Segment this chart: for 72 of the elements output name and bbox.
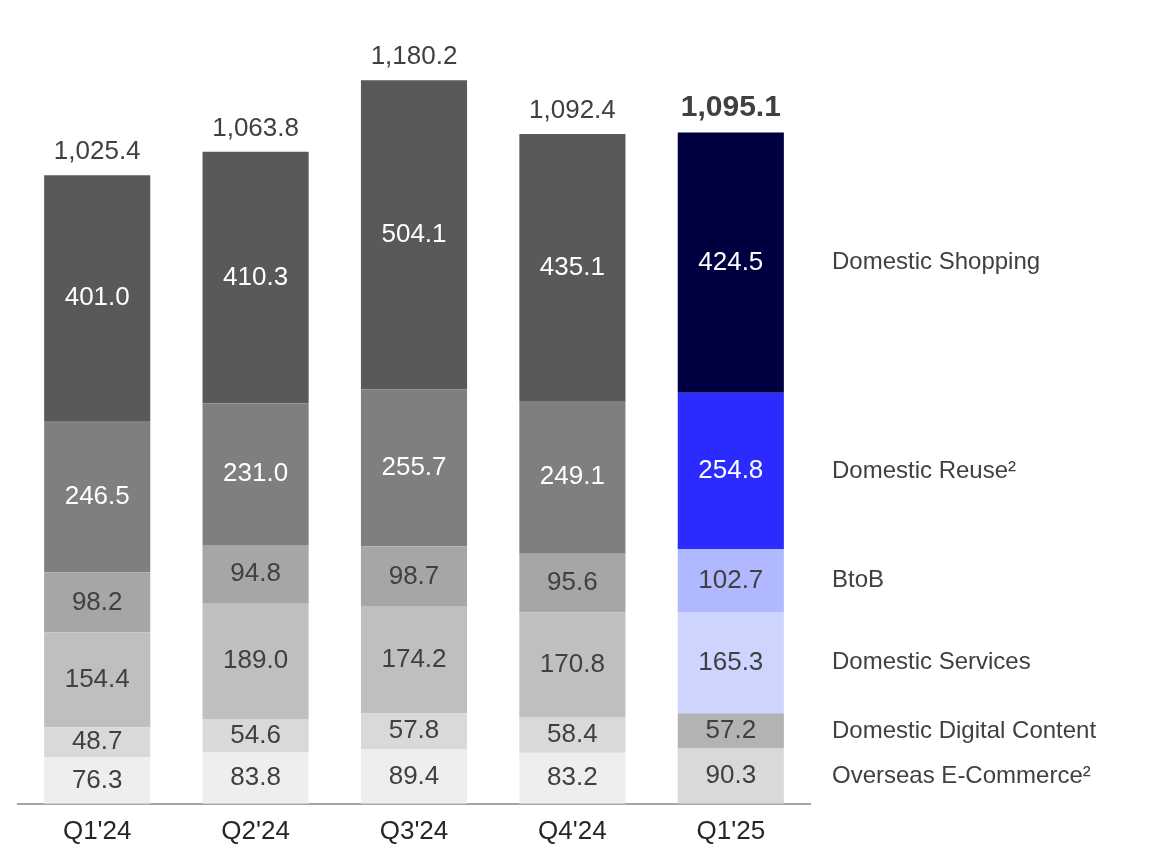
- bar: [44, 175, 151, 422]
- bar: [360, 606, 468, 714]
- data-label: 154.4: [64, 662, 130, 693]
- data-label: 83.8: [230, 761, 281, 792]
- data-label: 504.1: [381, 218, 447, 249]
- bar: [677, 132, 784, 393]
- data-label: 170.8: [539, 647, 605, 678]
- bar: [677, 392, 784, 550]
- data-label: 94.8: [230, 557, 281, 588]
- bar: [677, 612, 784, 714]
- x-tick-label: Q4'24: [538, 814, 607, 845]
- data-label: 401.0: [64, 281, 130, 312]
- total-label: 1,092.4: [529, 94, 616, 125]
- text: Domestic Services: [832, 647, 1031, 675]
- data-label: 246.5: [64, 479, 130, 510]
- text: Domestic Digital Content: [832, 715, 1097, 743]
- data-label: 98.2: [71, 585, 123, 616]
- x-tick-label: Q1'25: [696, 814, 766, 845]
- data-label: 435.1: [539, 250, 605, 281]
- total-label: 1,180.2: [370, 40, 458, 71]
- bar: [202, 544, 309, 604]
- data-label: 57.2: [705, 714, 757, 745]
- bar: [677, 549, 784, 612]
- bar: [519, 752, 626, 804]
- bar: [360, 748, 468, 804]
- data-label: 249.1: [539, 460, 605, 491]
- data-label: 89.4: [388, 759, 440, 790]
- data-label: 231.0: [223, 457, 289, 488]
- data-label: 174.2: [381, 643, 447, 674]
- data-label: 48.7: [71, 725, 123, 756]
- bar: [519, 612, 626, 717]
- x-tick-label: Q3'24: [379, 814, 449, 845]
- data-label: 424.5: [698, 245, 764, 276]
- x-tick-label: Q2'24: [221, 814, 290, 845]
- data-label: 57.8: [388, 714, 440, 745]
- total-label: 1,025.4: [53, 135, 141, 166]
- bar: [44, 572, 151, 633]
- text: Domestic Reuse²: [832, 455, 1017, 483]
- bar: [360, 389, 468, 547]
- bar: [519, 400, 626, 554]
- data-label: 102.7: [698, 563, 764, 594]
- bar: [677, 713, 784, 749]
- bar: [360, 80, 468, 390]
- data-label: 165.3: [698, 645, 764, 676]
- bar: [202, 403, 309, 545]
- bar: [44, 632, 151, 728]
- text: Domestic Shopping: [832, 247, 1041, 275]
- data-label: 90.3: [705, 759, 757, 790]
- bar: [519, 716, 626, 753]
- data-label: 83.2: [547, 761, 598, 792]
- data-label: 254.8: [698, 454, 764, 485]
- bar: [44, 421, 151, 573]
- data-label: 95.6: [547, 566, 598, 597]
- data-label: 76.3: [71, 763, 123, 794]
- total-label: 1,095.1: [680, 88, 781, 122]
- text: Overseas E-Commerce²: [832, 760, 1091, 788]
- data-label: 58.4: [547, 718, 598, 749]
- bar: [44, 757, 151, 804]
- bar: [360, 546, 468, 607]
- x-tick-label: Q1'24: [62, 814, 132, 845]
- bar: [519, 553, 626, 613]
- total-label: 1,063.8: [212, 111, 299, 142]
- data-label: 410.3: [223, 260, 289, 291]
- data-label: 189.0: [223, 644, 289, 675]
- bar: [202, 603, 309, 719]
- data-label: 98.7: [388, 559, 440, 590]
- data-label: 255.7: [381, 450, 447, 481]
- bar: [519, 134, 626, 401]
- bar: [202, 752, 309, 804]
- bar: [202, 151, 309, 404]
- data-label: 54.6: [230, 718, 281, 749]
- text: BtoB: [832, 565, 885, 593]
